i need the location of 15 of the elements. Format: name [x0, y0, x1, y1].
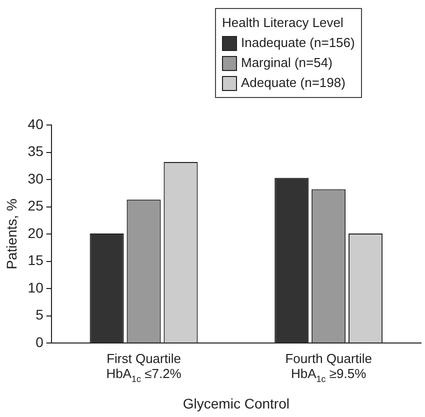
- legend-label: Marginal (n=54): [241, 54, 332, 72]
- y-tick-label: 10: [28, 279, 44, 296]
- y-axis-title: Patients, %: [3, 198, 20, 270]
- y-tick-label: 30: [28, 170, 44, 186]
- y-tick-label: 25: [28, 198, 44, 214]
- x-axis-title: Glycemic Control: [182, 395, 290, 412]
- y-tick-label: 35: [28, 143, 44, 160]
- legend-label: Inadequate (n=156): [241, 34, 355, 52]
- y-tick-label: 15: [28, 252, 44, 268]
- y-tick-label: 20: [28, 224, 44, 241]
- y-tick-label: 5: [36, 306, 44, 323]
- legend-label: Adequate (n=198): [241, 74, 346, 92]
- legend-title: Health Literacy Level: [222, 14, 344, 32]
- y-tick-label: 40: [28, 116, 44, 132]
- y-tick-label: 0: [36, 334, 44, 350]
